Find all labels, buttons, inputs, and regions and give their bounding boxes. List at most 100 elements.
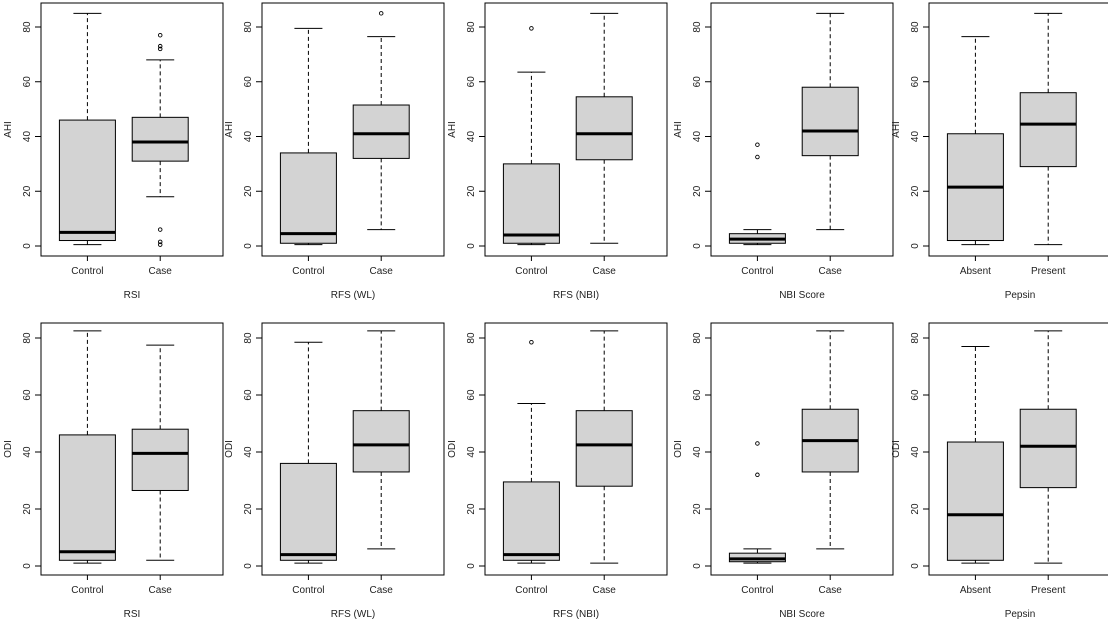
y-tick-label: 20 xyxy=(22,185,33,197)
plot-frame xyxy=(710,2,894,257)
y-tick-label: 80 xyxy=(910,21,921,33)
x-category-label: Control xyxy=(71,585,103,596)
iqr-box xyxy=(58,119,116,242)
plot-frame xyxy=(261,2,445,257)
x-axis-title: RFS (WL) xyxy=(331,290,375,301)
iqr-box xyxy=(131,116,189,162)
outlier-point xyxy=(157,239,163,245)
box-first xyxy=(946,346,1004,564)
x-category-label: Case xyxy=(819,266,843,277)
y-tick-label: 80 xyxy=(692,332,703,344)
iqr-box xyxy=(1019,408,1077,489)
outlier-point xyxy=(157,43,163,49)
y-tick-label: 20 xyxy=(243,185,254,197)
y-tick-label: 20 xyxy=(466,185,477,197)
box-first xyxy=(279,27,337,246)
outlier-point xyxy=(157,242,163,247)
x-category-label: Case xyxy=(149,266,173,277)
y-tick-label: 80 xyxy=(910,332,921,344)
y-tick-label: 0 xyxy=(692,563,703,569)
y-tick-label: 0 xyxy=(692,243,703,249)
y-tick-label: 0 xyxy=(22,243,33,249)
y-tick-label: 80 xyxy=(466,332,477,344)
box-second xyxy=(1019,330,1077,564)
x-axis-title: RSI xyxy=(124,609,141,620)
iqr-box xyxy=(131,428,189,491)
y-tick-label: 40 xyxy=(466,446,477,458)
y-tick-label: 40 xyxy=(22,446,33,458)
y-axis-title: AHI xyxy=(3,121,14,138)
iqr-box xyxy=(58,434,116,561)
y-tick-label: 60 xyxy=(466,389,477,401)
y-tick-label: 0 xyxy=(466,563,477,569)
iqr-box xyxy=(575,96,633,161)
y-tick-label: 40 xyxy=(22,131,33,143)
outlier-point xyxy=(378,11,384,16)
x-axis-title: RFS (NBI) xyxy=(553,290,599,301)
y-tick-label: 80 xyxy=(243,332,254,344)
x-axis-title: Pepsin xyxy=(1005,290,1036,301)
x-axis-title: RFS (NBI) xyxy=(553,609,599,620)
y-tick-label: 60 xyxy=(910,76,921,88)
x-axis-title: RSI xyxy=(124,290,141,301)
plot-frame xyxy=(261,322,445,576)
boxplot-panel: 0 20 40 60 80 AHI Control Case NBI Score xyxy=(673,2,894,301)
y-tick-label: 80 xyxy=(243,21,254,33)
outlier-point xyxy=(157,46,163,52)
plot-frame xyxy=(484,2,668,257)
box-second xyxy=(131,32,189,247)
x-category-label: Present xyxy=(1031,266,1066,277)
y-tick-label: 20 xyxy=(910,185,921,197)
y-axis-title: ODI xyxy=(447,440,458,458)
y-axis-title: AHI xyxy=(447,121,458,138)
iqr-box xyxy=(279,152,337,244)
y-tick-label: 40 xyxy=(243,131,254,143)
iqr-box xyxy=(352,104,410,159)
boxplot-panel: 0 20 40 60 80 ODI Absent Present Pepsin xyxy=(891,322,1108,620)
outlier-point xyxy=(529,340,534,345)
boxplot-panel: 0 20 40 60 80 AHI Absent Present Pepsin xyxy=(891,2,1108,301)
iqr-box xyxy=(279,462,337,561)
x-axis-title: NBI Score xyxy=(779,609,825,620)
boxplot-panel: 0 20 40 60 80 ODI Control Case RSI xyxy=(3,322,224,620)
outlier-point xyxy=(755,154,760,160)
x-category-label: Control xyxy=(292,266,324,277)
y-tick-label: 0 xyxy=(466,243,477,249)
y-tick-label: 60 xyxy=(22,76,33,88)
y-tick-label: 40 xyxy=(692,131,703,143)
x-category-label: Absent xyxy=(960,585,991,596)
y-tick-label: 40 xyxy=(910,446,921,458)
y-axis-title: ODI xyxy=(891,440,902,458)
y-axis-title: ODI xyxy=(673,440,684,458)
iqr-box xyxy=(502,163,560,244)
boxplot-panel: 0 20 40 60 80 AHI Control Case RFS (WL) xyxy=(224,2,445,301)
y-tick-label: 40 xyxy=(692,446,703,458)
box-second xyxy=(575,330,633,564)
x-category-label: Control xyxy=(292,585,324,596)
iqr-box xyxy=(801,86,859,157)
iqr-box xyxy=(1019,92,1077,168)
x-category-label: Case xyxy=(593,585,617,596)
plot-frame xyxy=(710,322,894,576)
iqr-box xyxy=(946,441,1004,561)
y-tick-label: 60 xyxy=(692,389,703,401)
y-tick-label: 0 xyxy=(910,563,921,569)
box-second xyxy=(575,12,633,244)
x-category-label: Control xyxy=(71,266,103,277)
y-tick-label: 20 xyxy=(243,503,254,515)
boxplot-panel: 0 20 40 60 80 AHI Control Case RSI xyxy=(3,2,224,301)
y-tick-label: 80 xyxy=(466,21,477,33)
y-tick-label: 80 xyxy=(692,21,703,33)
box-first xyxy=(502,26,560,246)
x-category-label: Control xyxy=(515,585,547,596)
y-tick-label: 60 xyxy=(243,389,254,401)
boxplot-panel: 0 20 40 60 80 ODI Control Case NBI Score xyxy=(673,322,894,620)
y-tick-label: 40 xyxy=(243,446,254,458)
x-category-label: Control xyxy=(741,266,773,277)
x-category-label: Case xyxy=(370,585,394,596)
box-second xyxy=(352,11,410,231)
y-axis-title: ODI xyxy=(224,440,235,458)
x-category-label: Control xyxy=(741,585,773,596)
y-tick-label: 20 xyxy=(910,503,921,515)
